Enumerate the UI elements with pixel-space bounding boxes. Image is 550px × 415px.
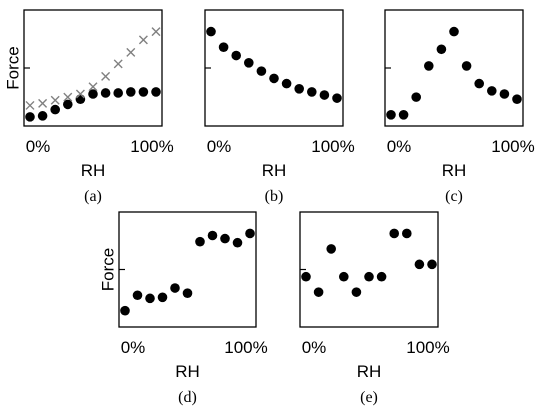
data-point — [474, 78, 485, 89]
data-point — [398, 110, 409, 120]
plot-frame — [299, 211, 439, 328]
panel-label: (c) — [445, 188, 463, 205]
panel-label: (d) — [178, 389, 197, 406]
data-point — [512, 94, 522, 104]
data-point — [220, 233, 230, 244]
data-point — [245, 228, 255, 239]
data-point — [376, 271, 387, 282]
data-point — [294, 84, 305, 94]
plot-frame — [118, 211, 257, 328]
x-axis-label: RH — [357, 362, 382, 381]
cross-marker — [63, 92, 73, 102]
data-point — [326, 244, 337, 254]
x-axis-label: RH — [175, 362, 200, 381]
x-tick-label: 100% — [311, 137, 354, 156]
data-point — [50, 104, 60, 115]
panel-2: 0% 100% RH (b) — [204, 9, 355, 205]
cross-marker — [101, 71, 111, 81]
data-point — [113, 88, 123, 98]
data-point — [461, 61, 472, 71]
x-tick-label: 100% — [130, 137, 173, 156]
x-axis-label: RH — [442, 161, 467, 180]
data-point — [281, 78, 292, 89]
data-point — [120, 305, 130, 316]
data-point — [351, 287, 362, 297]
data-point — [145, 293, 155, 304]
x-tick-label: 100% — [491, 137, 534, 156]
data-point — [487, 86, 497, 96]
data-point — [88, 89, 98, 99]
x-tick-label: 0% — [121, 338, 146, 357]
cross-marker — [88, 82, 98, 92]
x-tick-label: 100% — [406, 338, 449, 357]
data-point — [256, 66, 267, 76]
x-tick-label: 0% — [26, 137, 51, 156]
data-point — [218, 42, 229, 52]
panel-5: 0% 100% RH (e) — [299, 211, 450, 406]
data-point — [307, 87, 317, 97]
data-point — [75, 94, 86, 104]
data-point — [244, 58, 254, 68]
y-axis-label: Force — [99, 248, 118, 291]
data-point — [132, 290, 143, 301]
data-point — [182, 288, 193, 298]
panel-label: (a) — [84, 188, 102, 205]
cross-marker — [151, 27, 161, 37]
data-point — [427, 259, 437, 270]
panel-1: 0% 100% RH (a) Force — [4, 9, 174, 205]
cross-marker — [126, 47, 136, 57]
x-tick-label: 0% — [302, 338, 327, 357]
cross-marker — [138, 35, 148, 45]
data-point — [138, 87, 149, 97]
y-axis-label: Force — [4, 46, 23, 89]
data-point — [339, 271, 349, 282]
cross-marker — [50, 95, 60, 105]
data-point — [364, 271, 374, 282]
data-point — [313, 287, 324, 297]
data-point — [386, 110, 396, 120]
panel-label: (b) — [265, 188, 284, 205]
data-point — [414, 259, 425, 270]
data-point — [207, 230, 218, 241]
panel-3: 0% 100% RH (c) — [384, 9, 535, 205]
panel-label: (e) — [360, 389, 378, 406]
data-point — [332, 93, 342, 103]
plot-frame — [23, 9, 163, 127]
data-point — [449, 26, 459, 37]
data-point — [170, 283, 180, 293]
x-axis-label: RH — [81, 161, 106, 180]
x-tick-label: 100% — [224, 338, 267, 357]
x-tick-label: 0% — [207, 137, 232, 156]
x-axis-label: RH — [262, 161, 287, 180]
data-point — [63, 99, 73, 110]
data-point — [151, 87, 161, 97]
data-point — [231, 50, 241, 61]
data-point — [436, 44, 447, 55]
data-point — [301, 271, 311, 282]
data-point — [424, 61, 434, 71]
data-point — [319, 90, 330, 100]
data-point — [499, 89, 510, 99]
data-point — [37, 111, 48, 121]
data-point — [157, 292, 168, 303]
data-point — [411, 92, 422, 102]
cross-marker — [113, 59, 123, 69]
data-point — [232, 237, 243, 248]
data-point — [25, 112, 35, 122]
plot-frame — [204, 9, 344, 127]
cross-marker — [38, 98, 48, 108]
panel-4: 0% 100% RH (d) Force — [99, 211, 268, 406]
data-point — [402, 228, 412, 239]
data-point — [206, 26, 216, 37]
x-tick-label: 0% — [387, 137, 412, 156]
cross-marker — [75, 89, 85, 99]
data-point — [126, 87, 136, 97]
data-point — [389, 228, 400, 239]
cross-marker — [25, 100, 35, 110]
data-point — [100, 88, 111, 98]
data-point — [195, 236, 205, 247]
data-point — [269, 73, 279, 84]
